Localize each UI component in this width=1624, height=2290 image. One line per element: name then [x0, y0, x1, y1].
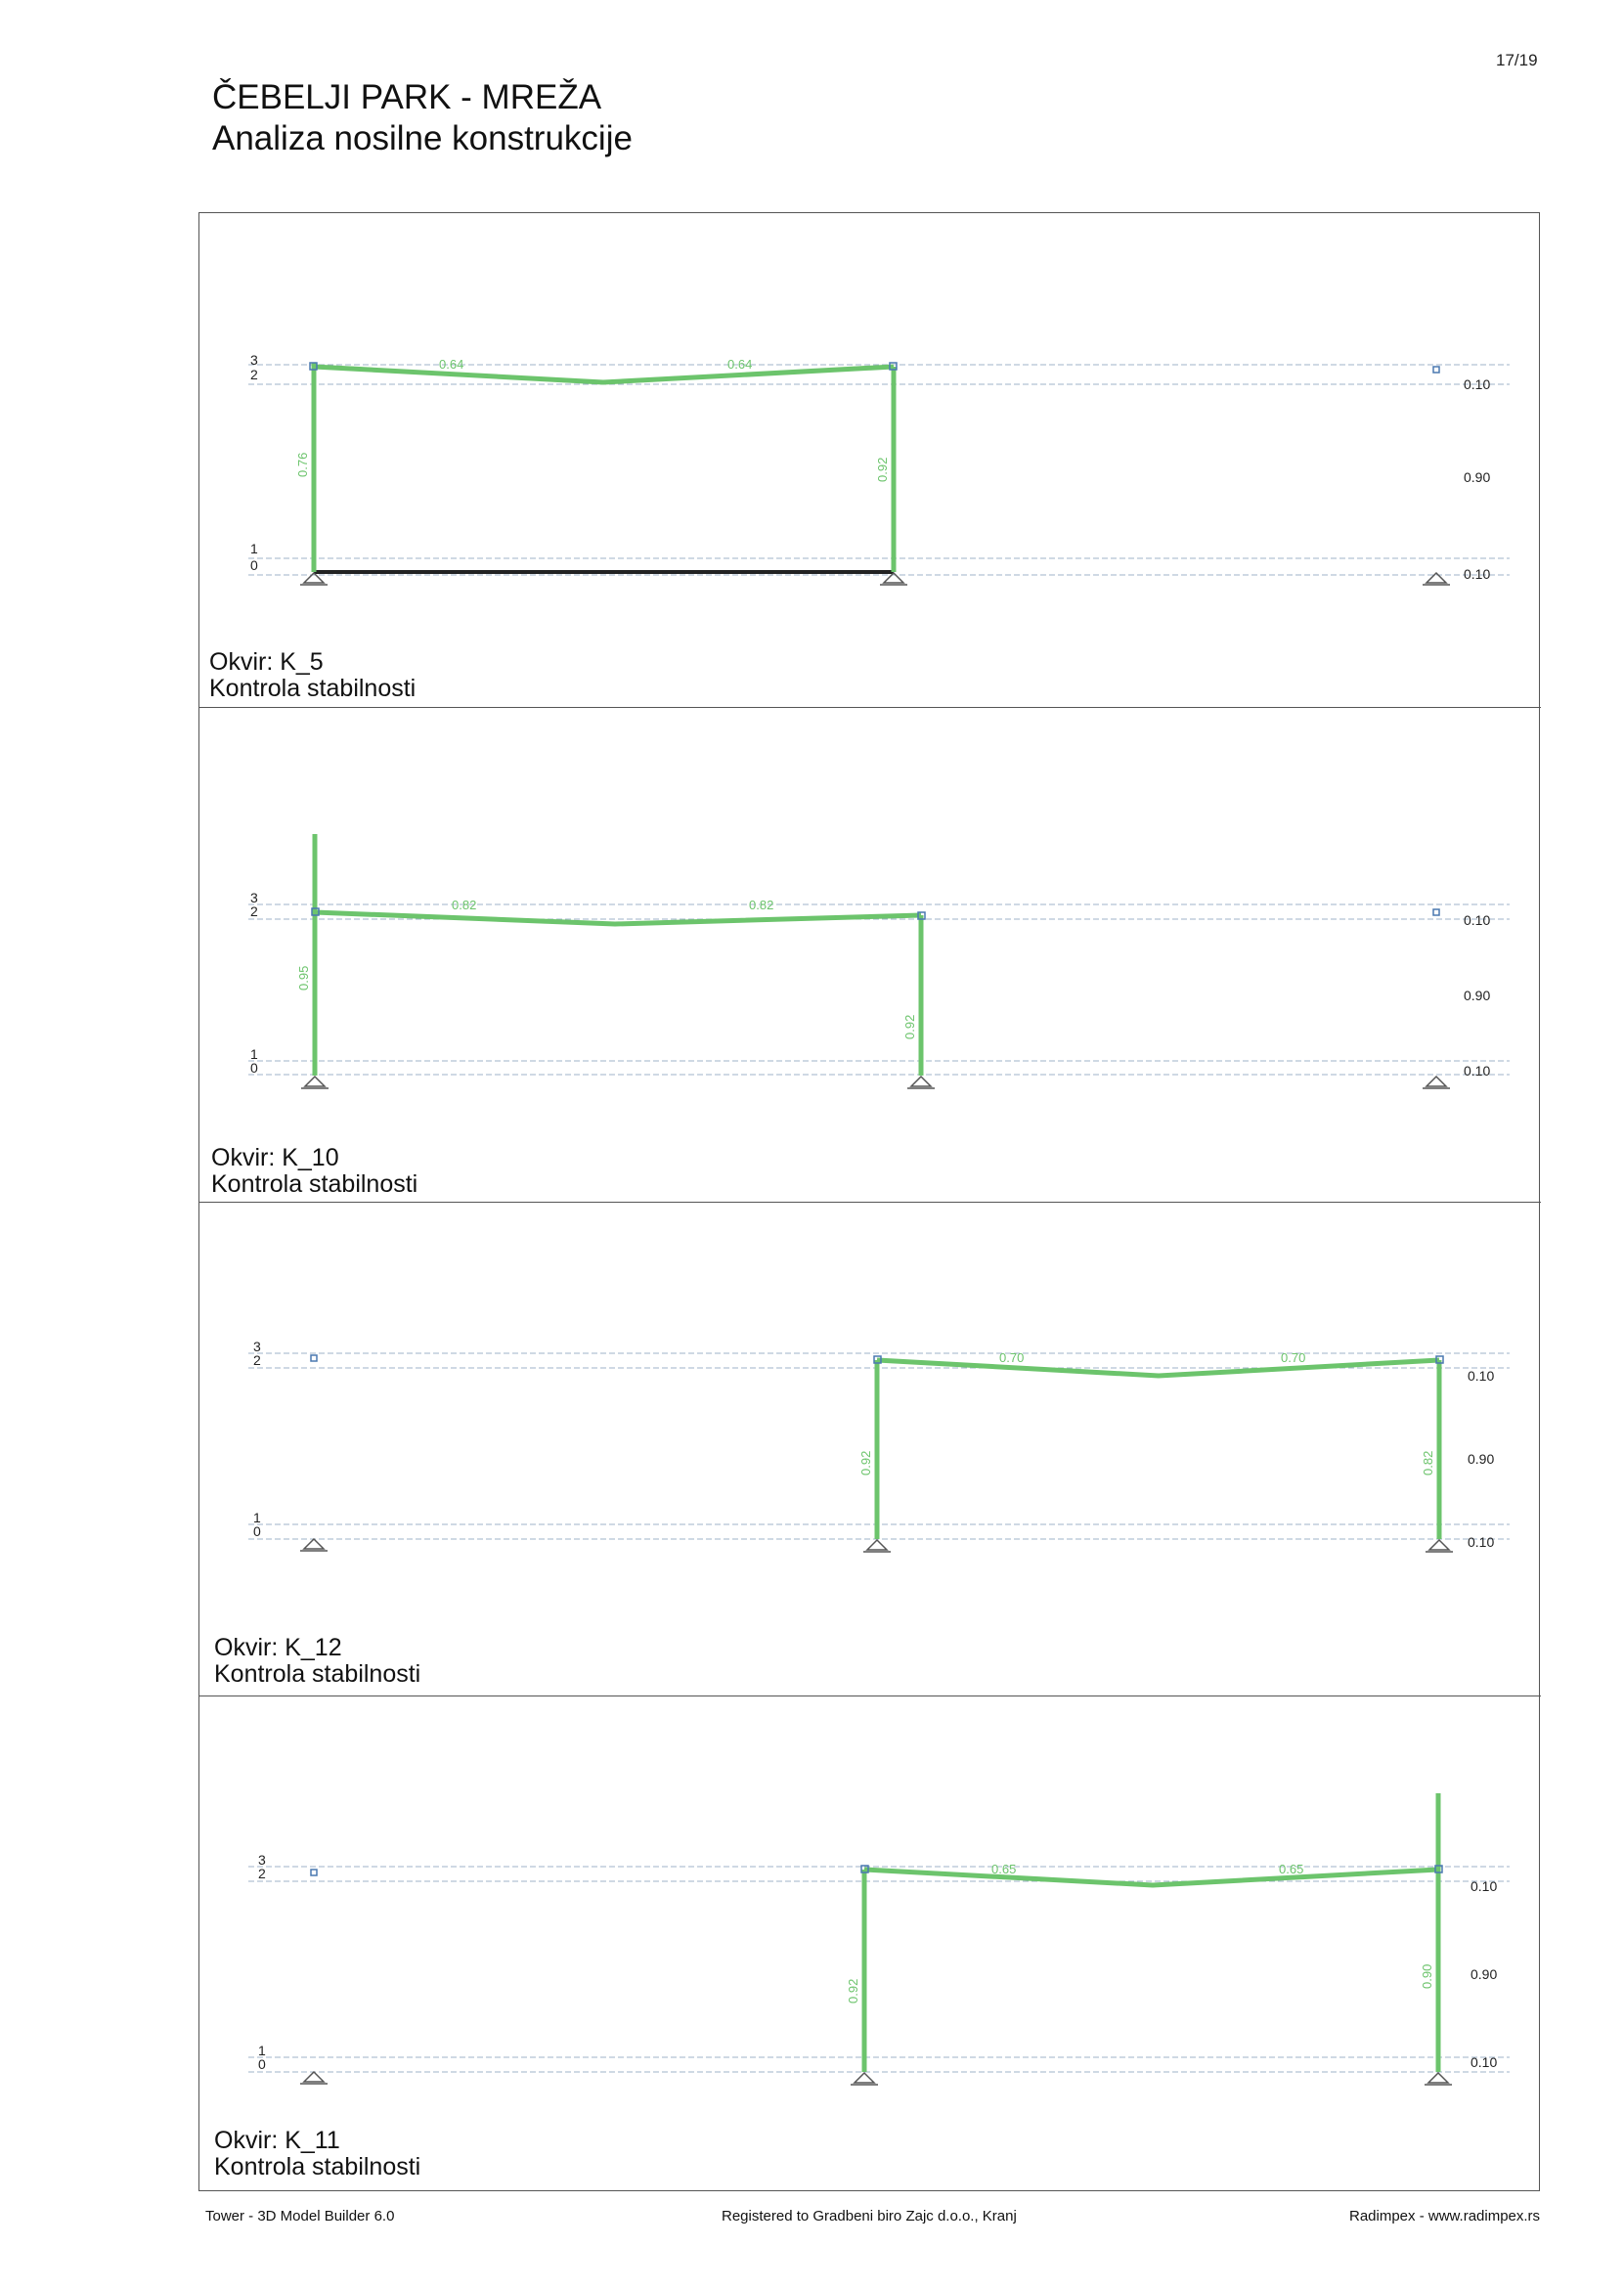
node-marker — [1435, 1355, 1444, 1364]
footer-software: Tower - 3D Model Builder 6.0 — [205, 2208, 395, 2224]
level-label-3: 3 — [253, 1339, 261, 1354]
beam-util-right: 0.65 — [1279, 1862, 1303, 1876]
right-value-top: 0.10 — [1470, 1878, 1497, 1894]
support-icon — [303, 1075, 327, 1087]
level-label-3: 3 — [250, 352, 258, 368]
support-icon — [1426, 2071, 1450, 2084]
column-util-right: 0.82 — [1421, 1451, 1435, 1475]
beam-util-left: 0.65 — [991, 1862, 1016, 1876]
support-icon — [1425, 1075, 1448, 1087]
level-label-0: 0 — [253, 1523, 261, 1539]
node-marker — [1432, 366, 1440, 374]
right-value-middle: 0.90 — [1464, 988, 1490, 1003]
frame-label: Okvir: K_5 — [209, 648, 324, 676]
level-label-0: 0 — [258, 2056, 266, 2072]
frame-diagram-k11: 3 2 1 0 0.65 0.65 0.92 0.90 0.10 0.90 0.… — [248, 1793, 1510, 2086]
right-value-bottom: 0.10 — [1464, 566, 1490, 582]
beam — [863, 1867, 1439, 1888]
level-label-1: 1 — [250, 541, 258, 556]
node-marker — [1434, 1865, 1443, 1873]
frame-panel-k5: 3 2 1 0 0.64 0.64 0.76 0.92 0.10 0.90 0.… — [199, 213, 1541, 708]
check-label: Kontrola stabilnosti — [214, 2153, 421, 2180]
support-icon — [302, 571, 326, 584]
check-label: Kontrola stabilnosti — [214, 1660, 421, 1688]
support-icon — [302, 1537, 326, 1550]
frame-diagram-k12: 3 2 1 0 0.70 0.70 0.92 0.82 0.10 0.90 0.… — [248, 1339, 1510, 1553]
node-marker — [873, 1355, 882, 1364]
right-value-bottom: 0.10 — [1468, 1534, 1494, 1550]
footer-vendor: Radimpex - www.radimpex.rs — [1349, 2208, 1541, 2224]
level-label-1: 1 — [258, 2043, 266, 2058]
beam-util-left: 0.64 — [439, 357, 463, 372]
right-value-bottom: 0.10 — [1464, 1063, 1490, 1079]
level-label-3: 3 — [250, 890, 258, 905]
right-value-middle: 0.90 — [1464, 469, 1490, 485]
right-value-top: 0.10 — [1464, 376, 1490, 392]
beam-util-right: 0.64 — [727, 357, 752, 372]
document-title: ČEBELJI PARK - MREŽA — [212, 78, 602, 116]
node-marker — [311, 907, 320, 916]
right-value-middle: 0.90 — [1468, 1451, 1494, 1467]
level-label-2: 2 — [250, 367, 258, 382]
beam — [313, 364, 895, 385]
level-label-2: 2 — [250, 903, 258, 919]
node-marker — [889, 362, 898, 371]
node-marker — [309, 362, 318, 371]
column-util-right: 0.92 — [875, 458, 890, 482]
column-util-left: 0.95 — [296, 966, 311, 991]
frame-diagram-k10: 3 2 1 0 0.82 0.82 0.95 0.92 0.10 0.90 0.… — [248, 834, 1510, 1089]
frames-box: 3 2 1 0 0.64 0.64 0.76 0.92 0.10 0.90 0.… — [198, 212, 1541, 2191]
level-label-3: 3 — [258, 1852, 266, 1868]
node-marker — [310, 1354, 318, 1362]
right-value-bottom: 0.10 — [1470, 2054, 1497, 2070]
check-label: Kontrola stabilnosti — [209, 675, 417, 702]
document-subtitle: Analiza nosilne konstrukcije — [212, 119, 633, 157]
support-icon — [1427, 1538, 1451, 1551]
frame-panel-k11: 3 2 1 0 0.65 0.65 0.92 0.90 0.10 0.90 0.… — [199, 1695, 1541, 2189]
support-icon — [853, 2071, 876, 2084]
frame-label: Okvir: K_12 — [214, 1634, 342, 1661]
level-label-1: 1 — [253, 1510, 261, 1525]
node-marker — [1432, 908, 1440, 916]
level-label-1: 1 — [250, 1046, 258, 1062]
frame-label: Okvir: K_11 — [214, 2127, 340, 2154]
footer-registration: Registered to Gradbeni biro Zajc d.o.o.,… — [722, 2208, 1017, 2224]
level-label-0: 0 — [250, 1060, 258, 1076]
support-icon — [865, 1538, 889, 1551]
column-util-left: 0.76 — [295, 453, 310, 477]
level-label-2: 2 — [253, 1352, 261, 1368]
beam — [314, 909, 922, 927]
right-value-top: 0.10 — [1468, 1368, 1494, 1384]
support-icon — [1425, 571, 1448, 584]
frame-panel-k10: 3 2 1 0 0.82 0.82 0.95 0.92 0.10 0.90 0.… — [199, 707, 1541, 1203]
column-util-left: 0.92 — [858, 1451, 873, 1475]
check-label: Kontrola stabilnosti — [211, 1170, 418, 1198]
beam-util-right: 0.70 — [1281, 1350, 1305, 1365]
support-icon — [882, 571, 905, 584]
column-util-right: 0.90 — [1420, 1964, 1434, 1989]
right-value-middle: 0.90 — [1470, 1966, 1497, 1982]
beam-util-left: 0.82 — [452, 898, 476, 912]
node-marker — [860, 1865, 869, 1873]
beam — [876, 1357, 1440, 1379]
level-label-2: 2 — [258, 1866, 266, 1881]
node-marker — [310, 1869, 318, 1876]
beam-util-left: 0.70 — [999, 1350, 1024, 1365]
support-icon — [302, 2070, 326, 2083]
node-marker — [917, 911, 926, 920]
beam-util-right: 0.82 — [749, 898, 773, 912]
column-util-right: 0.92 — [902, 1015, 917, 1039]
frame-diagram-k5: 3 2 1 0 0.64 0.64 0.76 0.92 0.10 0.90 0.… — [248, 352, 1510, 586]
column-util-left: 0.92 — [846, 1979, 860, 2004]
frame-label: Okvir: K_10 — [211, 1144, 339, 1171]
level-label-0: 0 — [250, 557, 258, 573]
frame-panel-k12: 3 2 1 0 0.70 0.70 0.92 0.82 0.10 0.90 0.… — [199, 1202, 1541, 1696]
page-number: 17/19 — [1496, 51, 1538, 69]
right-value-top: 0.10 — [1464, 912, 1490, 928]
support-icon — [909, 1075, 933, 1087]
